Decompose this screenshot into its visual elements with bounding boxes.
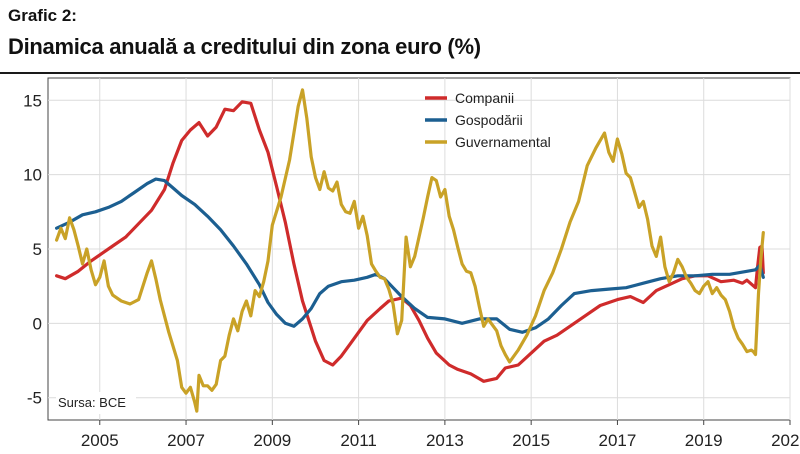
y-tick-label: 15 <box>23 91 42 110</box>
source-box <box>56 392 136 414</box>
chart-title: Dinamica anuală a creditului din zona eu… <box>8 34 481 59</box>
x-tick-label: 2017 <box>599 431 637 450</box>
series-line-gospodarii <box>55 177 765 334</box>
legend-label: Gospodării <box>455 112 523 128</box>
series-lines <box>55 88 765 413</box>
y-tick-label: -5 <box>27 389 42 408</box>
y-tick-label: 5 <box>33 240 42 259</box>
legend-label: Guvernamental <box>455 134 551 150</box>
y-axis-ticks: 15 10 5 0 -5 <box>23 91 42 407</box>
y-tick-label: 0 <box>33 314 42 333</box>
series-line-companii <box>55 100 765 383</box>
x-tick-label: 2009 <box>253 431 291 450</box>
x-tick-label: 2013 <box>426 431 464 450</box>
series-line-guvernamental <box>55 88 765 413</box>
x-tick-label: 2007 <box>167 431 205 450</box>
x-axis-ticks: 2005 2007 2009 2011 2013 2015 2017 2019 2021 <box>81 420 800 450</box>
x-tick-label: 2011 <box>340 431 377 450</box>
legend: Companii Gospodării Guvernamental <box>425 90 551 150</box>
x-tick-label: 2015 <box>512 431 550 450</box>
x-tick-label: 2021 <box>771 431 800 450</box>
x-tick-label: 2005 <box>81 431 119 450</box>
figure-label: Grafic 2: <box>8 6 77 25</box>
source-note: Sursa: BCE <box>58 395 126 410</box>
y-tick-label: 10 <box>23 166 42 185</box>
x-tick-label: 2019 <box>685 431 723 450</box>
header-divider <box>0 72 800 74</box>
legend-label: Companii <box>455 90 514 106</box>
